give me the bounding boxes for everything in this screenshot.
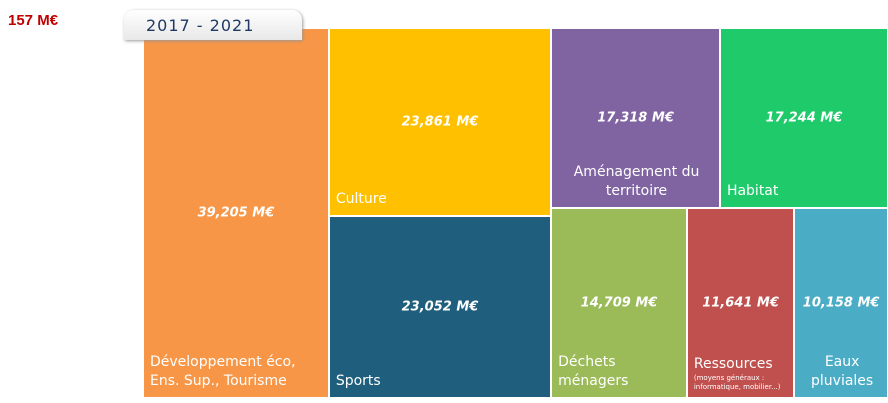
value-label: 17,244 M€ [765,110,843,126]
treemap-cell: 39,205 M€ Développement éco, Ens. Sup., T… [143,28,329,398]
treemap-cell: 11,641 M€ Ressources (moyens généraux : in… [686,207,795,398]
category-text: Culture [335,191,387,208]
annotation: (moyens généraux : informatique, mobilie… [693,374,781,391]
treemap: 39,205 M€ Développement éco, Ens. Sup., T… [143,28,888,398]
category-label: Aménagement du territoire [558,163,715,201]
category-label: Développement éco, Ens. Sup., Tourisme [150,353,324,391]
value-label: 39,205 M€ [197,205,275,221]
category-label: Habitat [727,182,883,201]
category-text: Aménagement du territoire [573,164,700,200]
value-label: 23,861 M€ [401,114,479,130]
category-text: Eaux pluviales [811,354,874,390]
period-tab: 2017 - 2021 [124,10,302,40]
treemap-cell: 23,861 M€ Culture [328,28,552,217]
category-text: Déchets ménagers [558,354,629,390]
chart-title: 157 M€ [8,12,59,29]
value-label: 11,641 M€ [702,295,779,311]
category-text: Ressources [693,356,773,373]
category-label: Culture [336,190,546,209]
value-label: 17,318 M€ [597,110,674,126]
chart-subtitle: 2017 - 2021 [146,16,255,35]
category-label: Eaux pluviales [801,353,883,391]
category-text: Habitat [726,183,779,200]
treemap-cell: 23,052 M€ Sports [328,216,552,398]
category-label: Sports [336,372,546,391]
treemap-cell: 14,709 M€ Déchets ménagers [551,207,687,398]
treemap-cell: 17,244 M€ Habitat [719,28,888,208]
category-text: Sports [335,373,381,390]
category-label: Ressources (moyens généraux : informatiqu… [694,355,789,391]
category-label: Déchets ménagers [558,353,682,391]
category-text: Développement éco, Ens. Sup., Tourisme [150,354,296,390]
value-label: 10,158 M€ [802,295,880,311]
value-label: 14,709 M€ [580,295,658,311]
value-label: 23,052 M€ [401,299,479,315]
treemap-cell: 17,318 M€ Aménagement du territoire [551,28,720,208]
treemap-cell: 10,158 M€ Eaux pluviales [794,207,888,398]
